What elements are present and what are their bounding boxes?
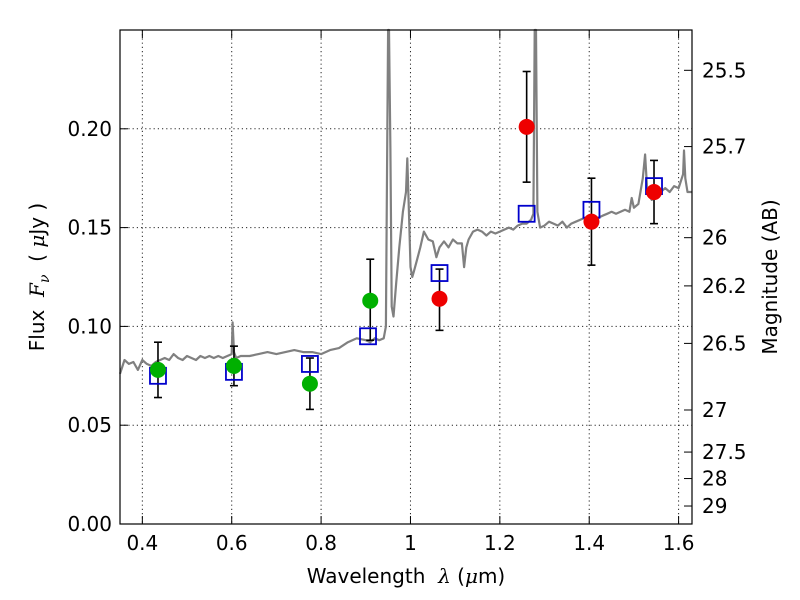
y-tick-label: 0.00 xyxy=(67,512,112,536)
plot-frame xyxy=(119,29,693,525)
x-tick-label: 0.6 xyxy=(216,531,248,555)
axis-ticks xyxy=(120,30,692,525)
right-tick-label: 28 xyxy=(702,467,727,491)
spectrum-layer xyxy=(118,28,692,375)
model-photometry-markers xyxy=(149,177,663,385)
y-tick-label: 0.10 xyxy=(67,314,112,338)
error-bars xyxy=(153,70,659,411)
x-tick-label: 1 xyxy=(404,531,417,555)
x-tick-label: 0.8 xyxy=(305,531,337,555)
red-data-point xyxy=(646,184,663,201)
red-data-point xyxy=(583,213,600,230)
model-square-marker xyxy=(517,204,536,223)
right-tick-label: 25.7 xyxy=(702,135,747,159)
right-tick-label: 26 xyxy=(702,226,727,250)
x-tick-label: 1.4 xyxy=(573,531,605,555)
x-axis-label: Wavelength λ (μm) xyxy=(307,564,506,588)
model-square-marker xyxy=(359,327,377,346)
right-tick-label: 26.2 xyxy=(702,274,747,298)
x-tick-label: 1.2 xyxy=(484,531,516,555)
model-square-marker xyxy=(430,264,449,282)
spectrum-line xyxy=(118,28,692,375)
right-tick-label: 27 xyxy=(702,398,727,422)
model-square-marker xyxy=(301,355,319,373)
right-axis-label: Magnitude (AB) xyxy=(758,199,782,354)
green-data-point xyxy=(149,361,166,378)
grid-lines xyxy=(120,30,692,525)
tick-labels: 0.4 0.6 0.8 1 1.2 1.4 1.6 0.00 0.05 0.10 0.15 0.20 2… xyxy=(67,58,746,555)
green-data-point xyxy=(301,375,318,392)
y-tick-label: 0.05 xyxy=(67,413,112,437)
green-data-point xyxy=(225,357,242,374)
observed-photometry-markers xyxy=(149,118,663,392)
right-tick-label: 27.5 xyxy=(702,440,747,464)
x-tick-label: 1.6 xyxy=(663,531,695,555)
right-tick-label: 29 xyxy=(702,494,727,518)
red-data-point xyxy=(431,290,448,307)
right-tick-label: 25.5 xyxy=(702,58,747,82)
right-tick-label: 26.5 xyxy=(702,331,747,355)
y-tick-label: 0.20 xyxy=(67,117,112,141)
x-tick-label: 0.4 xyxy=(126,531,158,555)
y-tick-label: 0.15 xyxy=(67,216,112,240)
y-axis-label: Flux Fν ( μJy ) xyxy=(25,203,53,351)
green-data-point xyxy=(362,292,379,309)
red-data-point xyxy=(518,118,535,135)
